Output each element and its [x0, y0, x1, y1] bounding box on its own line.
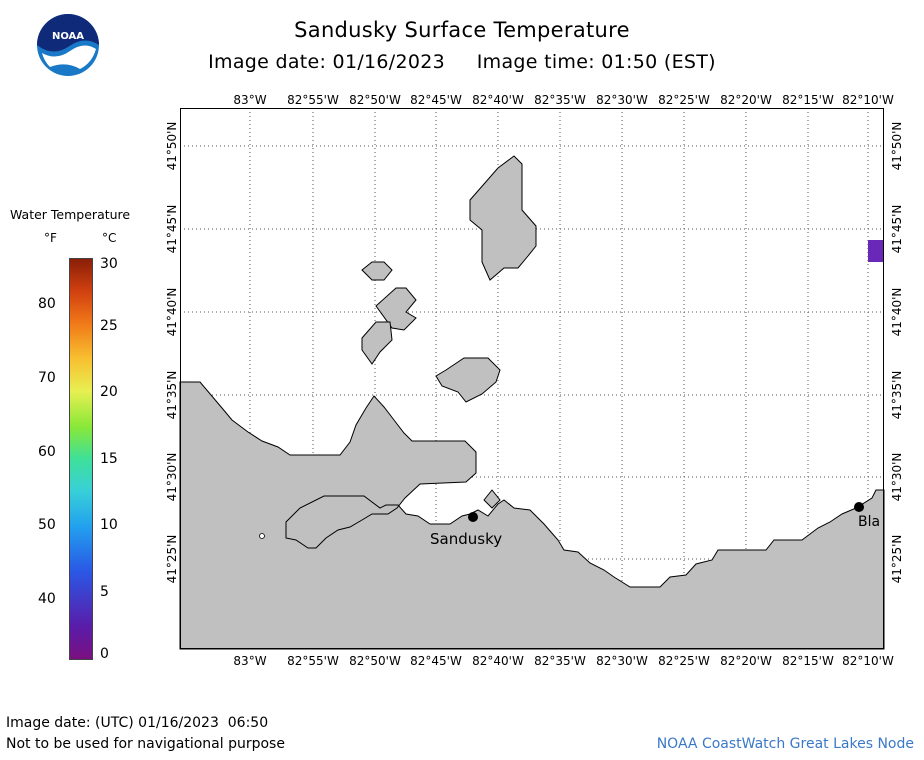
lon-label-top: 82°15'W	[782, 93, 834, 107]
lon-label-bottom: 82°55'W	[287, 654, 339, 668]
island-4	[435, 357, 501, 403]
lat-label-left: 41°50'N	[165, 122, 179, 171]
sandusky-label: Sandusky	[430, 530, 502, 548]
fahrenheit-tick: 60	[38, 444, 56, 460]
kelleys-island	[469, 155, 537, 281]
lat-label-right: 41°50'N	[890, 122, 904, 171]
lon-label-bottom: 82°35'W	[534, 654, 586, 668]
lat-label-left: 41°35'N	[165, 371, 179, 420]
lat-label-left: 41°30'N	[165, 453, 179, 502]
lon-label-top: 82°25'W	[658, 93, 710, 107]
mainland-land	[179, 381, 885, 650]
bottom-longitude-labels: 83°W 82°55'W 82°50'W 82°45'W 82°40'W 82°…	[233, 654, 894, 668]
lon-label-bottom: 82°20'W	[720, 654, 772, 668]
navigation-disclaimer: Not to be used for navigational purpose	[6, 736, 285, 752]
image-date-time: Image date: 01/16/2023 Image time: 01:50…	[208, 51, 716, 73]
lon-label-top: 82°30'W	[596, 93, 648, 107]
lon-label-top: 82°55'W	[287, 93, 339, 107]
lon-label-bottom: 82°15'W	[782, 654, 834, 668]
left-latitude-labels: 41°50'N 41°45'N 41°40'N 41°35'N 41°30'N …	[165, 122, 179, 584]
celsius-tick: 15	[100, 451, 118, 467]
lon-label-bottom: 82°50'W	[349, 654, 401, 668]
temperature-map: Sandusky Bla 83°W 82°55'W 82°50'W 82°45'…	[165, 93, 904, 668]
svg-text:NOAA: NOAA	[52, 31, 84, 42]
utc-image-date: Image date: (UTC) 01/16/2023 06:50	[6, 715, 269, 731]
fahrenheit-tick: 80	[38, 296, 56, 312]
fahrenheit-tick: 40	[38, 591, 56, 607]
page-title: Sandusky Surface Temperature	[294, 18, 630, 42]
lon-label-bottom: 82°40'W	[472, 654, 524, 668]
lon-label-top: 83°W	[233, 93, 266, 107]
celsius-tick: 30	[100, 256, 118, 272]
lon-label-bottom: 82°45'W	[410, 654, 462, 668]
legend-celsius-unit: °C	[102, 231, 117, 245]
lat-label-left: 41°45'N	[165, 205, 179, 254]
lon-label-bottom: 82°30'W	[596, 654, 648, 668]
lon-label-bottom: 82°10'W	[842, 654, 894, 668]
map-frame	[180, 108, 884, 649]
celsius-tick: 5	[100, 584, 109, 600]
lon-label-top: 82°50'W	[349, 93, 401, 107]
lat-label-left: 41°25'N	[165, 535, 179, 584]
lon-label-top: 82°45'W	[410, 93, 462, 107]
legend-title: Water Temperature	[10, 207, 131, 222]
temperature-colorbar	[69, 258, 93, 660]
lon-label-bottom: 83°W	[233, 654, 266, 668]
lon-label-top: 82°10'W	[842, 93, 894, 107]
lat-label-right: 41°40'N	[890, 288, 904, 337]
celsius-tick: 25	[100, 318, 118, 334]
fahrenheit-tick: 70	[38, 370, 56, 386]
celsius-tick: 20	[100, 384, 118, 400]
lat-label-right: 41°25'N	[890, 535, 904, 584]
island-1	[361, 261, 393, 281]
celsius-tick: 0	[100, 646, 109, 662]
top-longitude-labels: 83°W 82°55'W 82°50'W 82°45'W 82°40'W 82°…	[233, 93, 894, 107]
sandusky-marker	[468, 512, 478, 522]
credit-text: NOAA CoastWatch Great Lakes Node	[656, 736, 914, 752]
lon-label-top: 82°20'W	[720, 93, 772, 107]
bla-label: Bla	[858, 514, 880, 530]
fahrenheit-tick: 50	[38, 517, 56, 533]
temperature-patch	[868, 240, 884, 262]
lon-label-bottom: 82°25'W	[658, 654, 710, 668]
island-3	[361, 321, 393, 365]
lat-label-right: 41°30'N	[890, 453, 904, 502]
lat-label-right: 41°45'N	[890, 205, 904, 254]
lon-label-top: 82°35'W	[534, 93, 586, 107]
noaa-logo-icon: NOAA	[37, 14, 99, 76]
bay-view-marker	[854, 502, 864, 512]
celsius-tick: 10	[100, 517, 118, 533]
legend-fahrenheit-unit: °F	[44, 231, 57, 245]
right-latitude-labels: 41°50'N 41°45'N 41°40'N 41°35'N 41°30'N …	[890, 122, 904, 584]
lon-label-top: 82°40'W	[472, 93, 524, 107]
island-5	[483, 489, 501, 509]
islet	[259, 533, 265, 539]
lat-label-left: 41°40'N	[165, 288, 179, 337]
lat-label-right: 41°35'N	[890, 371, 904, 420]
island-2	[375, 287, 417, 331]
